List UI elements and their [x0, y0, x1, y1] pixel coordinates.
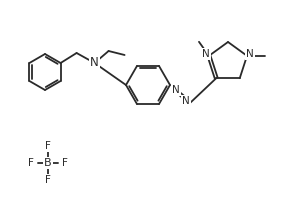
Text: N: N: [182, 96, 190, 106]
Text: N: N: [202, 49, 210, 59]
Text: F: F: [28, 158, 34, 168]
Text: N: N: [90, 57, 99, 69]
Text: F: F: [62, 158, 68, 168]
Text: B: B: [44, 158, 52, 168]
Text: F: F: [45, 175, 51, 185]
Text: F: F: [45, 141, 51, 151]
Text: N: N: [246, 49, 254, 59]
Text: N: N: [172, 85, 180, 95]
